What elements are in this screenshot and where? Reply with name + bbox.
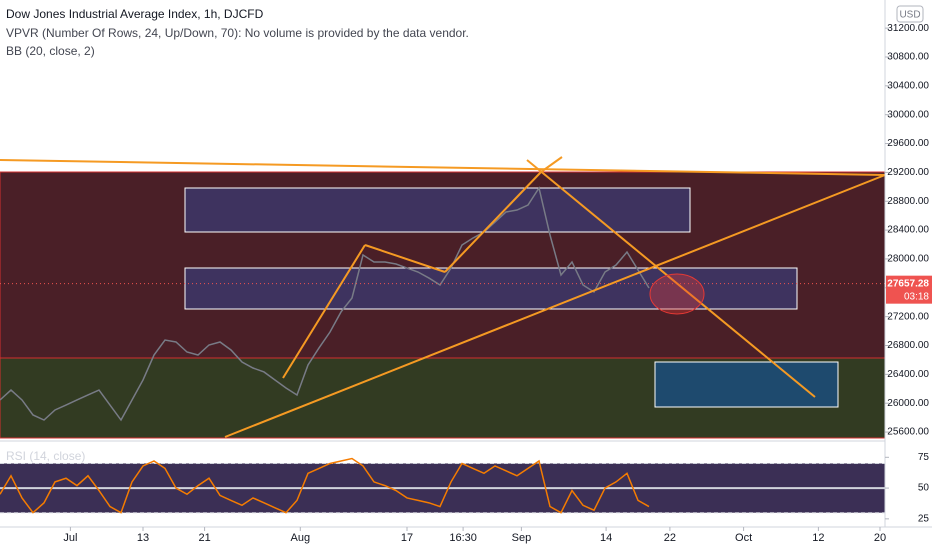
x-tick-label: 20 <box>874 532 886 544</box>
y-tick-label: 50 <box>918 483 930 494</box>
price-line <box>0 457 650 514</box>
y-tick-label: 26800.00 <box>887 340 929 351</box>
highlight <box>649 273 705 315</box>
last-price-badge <box>886 275 932 304</box>
y-tick-label: 25 <box>918 513 930 524</box>
y-tick-label: 30800.00 <box>887 52 929 63</box>
x-tick-label: 14 <box>600 532 612 544</box>
x-tick-label: Aug <box>291 532 311 544</box>
plot <box>0 186 885 422</box>
y-tick-label: 30000.00 <box>887 109 929 120</box>
x-tick-label: 17 <box>401 532 413 544</box>
y-tick-label: 25600.00 <box>887 427 929 438</box>
x-tick-label: 21 <box>198 532 210 544</box>
y-tick-label: 28000.00 <box>887 254 929 265</box>
currency: USD <box>899 10 920 21</box>
y-tick-label: 26400.00 <box>887 369 929 380</box>
countdown: 03:18 <box>904 291 929 302</box>
indicator: VPVR (Number Of Rows, 24, Up/Down, 70): … <box>6 26 469 40</box>
price-axis <box>885 0 932 527</box>
y-tick-label: 28800.00 <box>887 196 929 207</box>
box <box>184 187 691 233</box>
axes: 25600.00 26000.00 26400.00 26800.00 27200.00… <box>63 23 932 544</box>
y-tick-label: 30400.00 <box>887 80 929 91</box>
y-tick-label: 26000.00 <box>887 398 929 409</box>
x-tick-label: 13 <box>137 532 149 544</box>
x-tick-label: Sep <box>512 532 532 544</box>
x-tick-label: Oct <box>735 532 752 544</box>
x-tick-label: 12 <box>812 532 824 544</box>
target-box <box>654 361 839 408</box>
rsi-title: RSI (14, close) <box>6 449 85 463</box>
x-tick-label: 22 <box>664 532 676 544</box>
y-tick-label: 29200.00 <box>887 167 929 178</box>
trendlines <box>0 156 886 438</box>
y-tick-label: 31200.00 <box>887 23 929 34</box>
rsi <box>0 457 885 514</box>
price-line <box>0 186 650 422</box>
box <box>184 267 798 310</box>
y-tick-label: 75 <box>918 452 930 463</box>
last-price: 27657.28 <box>887 278 929 289</box>
chart-title: Dow Jones Industrial Average Index, 1h, … <box>6 7 264 21</box>
x-tick-label: 16:30 <box>449 532 477 544</box>
x-tick-label: Jul <box>63 532 77 544</box>
y-tick-label: 29600.00 <box>887 138 929 149</box>
currency-badge <box>896 5 924 23</box>
indicator: BB (20, close, 2) <box>6 44 95 58</box>
y-tick-label: 27200.00 <box>887 311 929 322</box>
y-tick-label: 28400.00 <box>887 225 929 236</box>
